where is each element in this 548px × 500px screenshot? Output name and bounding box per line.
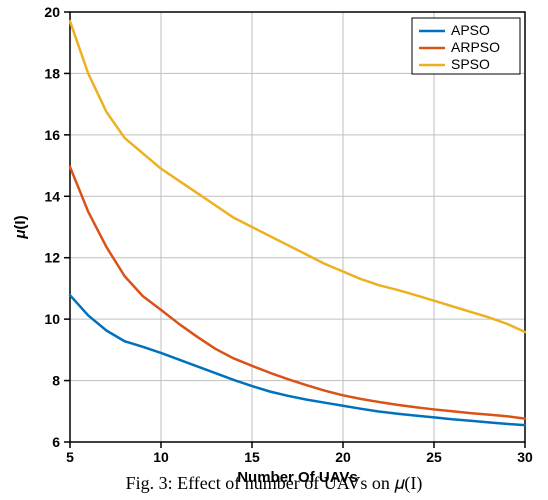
legend-label-APSO: APSO bbox=[451, 22, 490, 38]
figure: 5101520253068101214161820Number Of UAVsμ… bbox=[0, 0, 548, 500]
line-chart: 5101520253068101214161820Number Of UAVsμ… bbox=[0, 0, 548, 500]
svg-text:25: 25 bbox=[426, 449, 442, 465]
svg-text:10: 10 bbox=[44, 311, 60, 327]
svg-text:15: 15 bbox=[244, 449, 260, 465]
svg-text:30: 30 bbox=[517, 449, 533, 465]
svg-text:8: 8 bbox=[52, 373, 60, 389]
svg-text:18: 18 bbox=[44, 65, 60, 81]
svg-text:μ(I): μ(I) bbox=[12, 215, 29, 239]
svg-text:6: 6 bbox=[52, 434, 60, 450]
svg-text:14: 14 bbox=[44, 188, 60, 204]
legend-label-ARPSO: ARPSO bbox=[451, 39, 500, 55]
svg-text:12: 12 bbox=[44, 250, 60, 266]
svg-text:20: 20 bbox=[44, 4, 60, 20]
svg-text:5: 5 bbox=[66, 449, 74, 465]
svg-text:10: 10 bbox=[153, 449, 169, 465]
legend-label-SPSO: SPSO bbox=[451, 56, 490, 72]
svg-text:16: 16 bbox=[44, 127, 60, 143]
figure-caption: Fig. 3: Effect of number of UAVs on 𝜇(I) bbox=[0, 473, 548, 494]
svg-text:20: 20 bbox=[335, 449, 351, 465]
